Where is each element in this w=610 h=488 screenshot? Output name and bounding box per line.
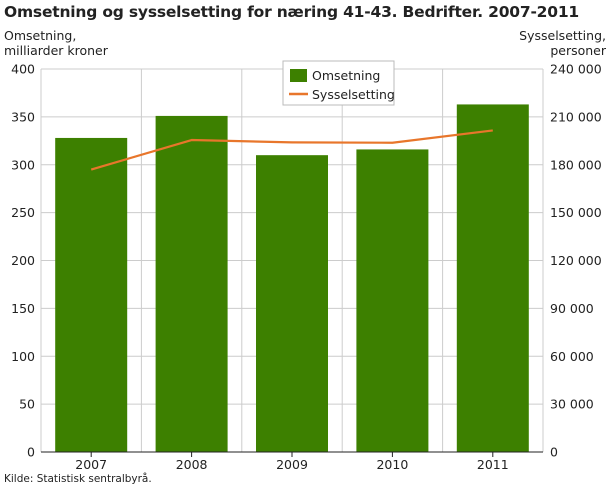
legend-label-omsetning: Omsetning: [312, 68, 380, 83]
bar-omsetning-2009: [256, 155, 328, 453]
legend-swatch-omsetning: [290, 69, 307, 82]
x-tick-label: 2011: [477, 457, 509, 472]
x-tick-label: 2008: [176, 457, 208, 472]
legend-label-sysselsetting: Sysselsetting: [312, 87, 395, 102]
right-tick-label: 240 000: [550, 62, 602, 77]
left-axis-label: Omsetning, milliarder kroner: [4, 28, 108, 58]
right-tick-label: 210 000: [550, 109, 602, 124]
legend-box: [282, 60, 395, 106]
right-tick-label: 30 000: [550, 397, 594, 412]
x-tick-label: 2009: [276, 457, 308, 472]
x-tick-label: 2010: [376, 457, 408, 472]
left-tick-label: 250: [11, 205, 35, 220]
bar-omsetning-2008: [155, 115, 228, 452]
right-tick-label: 180 000: [550, 157, 602, 172]
left-tick-label: 350: [11, 109, 35, 124]
bar-omsetning-2007: [55, 137, 128, 452]
left-axis-label-line-2: milliarder kroner: [4, 43, 108, 58]
right-axis-label-line-2: personer: [550, 43, 606, 58]
right-tick-label: 0: [550, 445, 558, 460]
right-axis-label-line-1: Sysselsetting,: [519, 28, 606, 43]
right-tick-label: 150 000: [550, 205, 602, 220]
left-tick-label: 300: [11, 157, 35, 172]
left-tick-label: 0: [27, 445, 35, 460]
right-tick-label: 90 000: [550, 301, 594, 316]
left-tick-label: 400: [11, 62, 35, 77]
left-tick-label: 100: [11, 349, 35, 364]
bar-omsetning-2011: [456, 104, 529, 453]
right-tick-label: 120 000: [550, 253, 602, 268]
left-tick-label: 50: [19, 397, 35, 412]
right-tick-label: 60 000: [550, 349, 594, 364]
left-tick-label: 150: [11, 301, 35, 316]
x-tick-label: 2007: [75, 457, 107, 472]
left-axis-label-line-1: Omsetning,: [4, 28, 77, 43]
chart-title: Omsetning og sysselsetting for næring 41…: [4, 3, 580, 21]
right-axis-label: Sysselsetting, personer: [519, 28, 606, 58]
line-sysselsetting: [90, 129, 493, 171]
source-note: Kilde: Statistisk sentralbyrå.: [4, 473, 152, 485]
bar-omsetning-2010: [356, 149, 429, 452]
left-tick-label: 200: [11, 253, 35, 268]
